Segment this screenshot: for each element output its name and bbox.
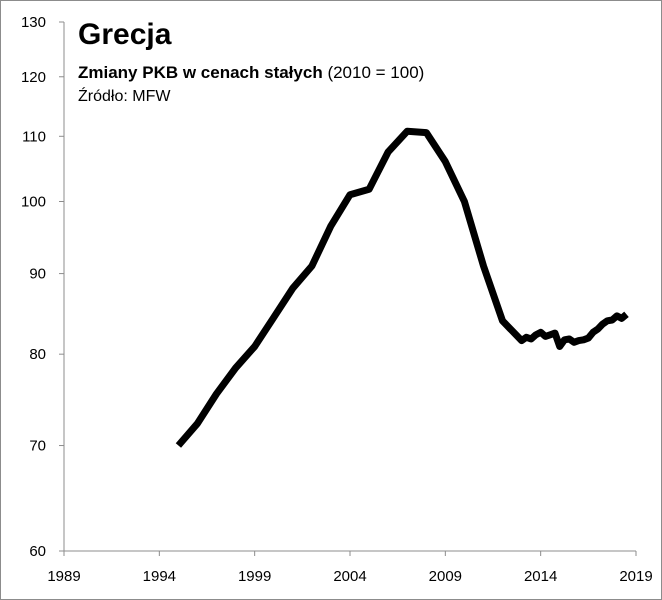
- chart-subtitle-bold: Zmiany PKB w cenach stałych: [78, 63, 323, 82]
- series-line-0: [175, 127, 629, 448]
- x-tick-label: 1999: [238, 568, 271, 585]
- chart-subtitle: Zmiany PKB w cenach stałych (2010 = 100): [78, 63, 424, 83]
- x-tick-label: 2009: [429, 568, 462, 585]
- x-tick-label: 1989: [47, 568, 80, 585]
- chart-title: Grecja: [78, 18, 172, 51]
- chart-source: Źródło: MFW: [78, 88, 171, 105]
- y-tick-label: 130: [21, 14, 46, 31]
- y-tick-label: 60: [29, 543, 46, 560]
- x-tick-label: 2019: [619, 568, 652, 585]
- ticks: 60 70 80 90 100 110 120 130 1989 1994 1999 2004 2009…: [21, 14, 653, 585]
- y-tick-label: 70: [29, 438, 46, 455]
- x-tick-label: 2014: [524, 568, 557, 585]
- x-tick-label: 1994: [143, 568, 176, 585]
- chart-subtitle-base: (2010 = 100): [327, 63, 425, 82]
- series-layer: [175, 127, 629, 448]
- x-tick-label: 2004: [333, 568, 366, 585]
- y-tick-label: 110: [22, 128, 46, 145]
- y-tick-label: 80: [29, 346, 46, 363]
- y-tick-label: 100: [21, 194, 46, 211]
- y-tick-label: 90: [29, 266, 46, 283]
- y-tick-label: 120: [21, 69, 46, 86]
